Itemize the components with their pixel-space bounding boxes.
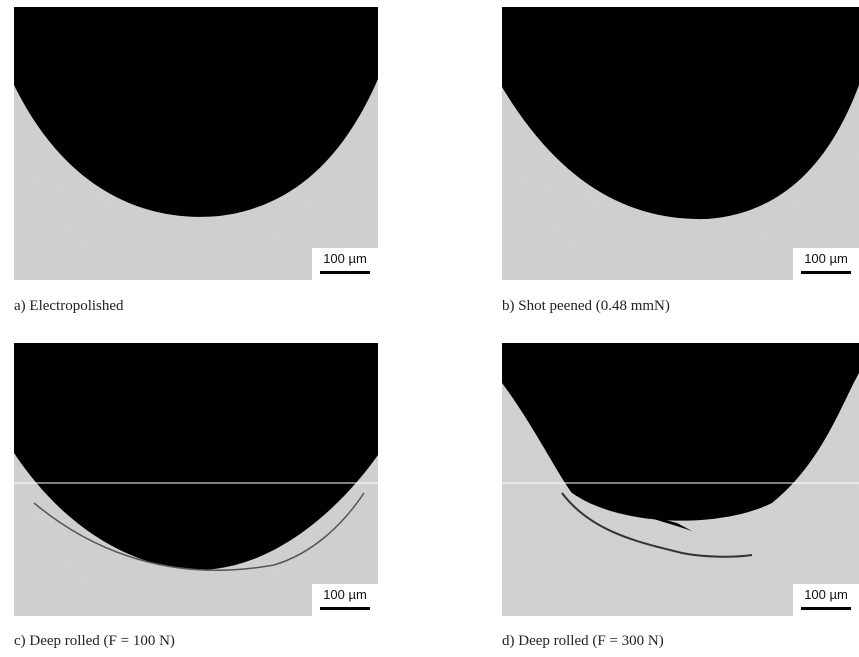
scale-bar: 100 µm xyxy=(793,584,859,616)
notch xyxy=(14,343,378,570)
micrograph: 100 µm xyxy=(502,7,859,280)
micrograph: 100 µm xyxy=(14,343,378,616)
notch xyxy=(14,7,378,217)
caption: b) Shot peened (0.48 mmN) xyxy=(502,298,670,314)
micrograph: 100 µm xyxy=(502,343,859,616)
scale-label: 100 µm xyxy=(804,587,848,602)
micrograph-image xyxy=(14,7,378,280)
scale-label: 100 µm xyxy=(804,251,848,266)
micrograph-image xyxy=(502,343,859,616)
scale-bar: 100 µm xyxy=(312,584,378,616)
micrograph-image xyxy=(14,343,378,616)
scale-bar: 100 µm xyxy=(793,248,859,280)
caption: c) Deep rolled (F = 100 N) xyxy=(14,633,175,649)
deformation-band xyxy=(33,492,365,571)
scale-label: 100 µm xyxy=(323,251,367,266)
crack xyxy=(561,492,753,558)
notch xyxy=(502,7,859,220)
crack xyxy=(602,503,692,531)
scale-label: 100 µm xyxy=(323,587,367,602)
caption: a) Electropolished xyxy=(14,298,124,314)
notch xyxy=(502,343,859,521)
micrograph-image xyxy=(502,7,859,280)
caption: d) Deep rolled (F = 300 N) xyxy=(502,633,664,649)
scale-bar: 100 µm xyxy=(312,248,378,280)
micrograph: 100 µm xyxy=(14,7,378,280)
